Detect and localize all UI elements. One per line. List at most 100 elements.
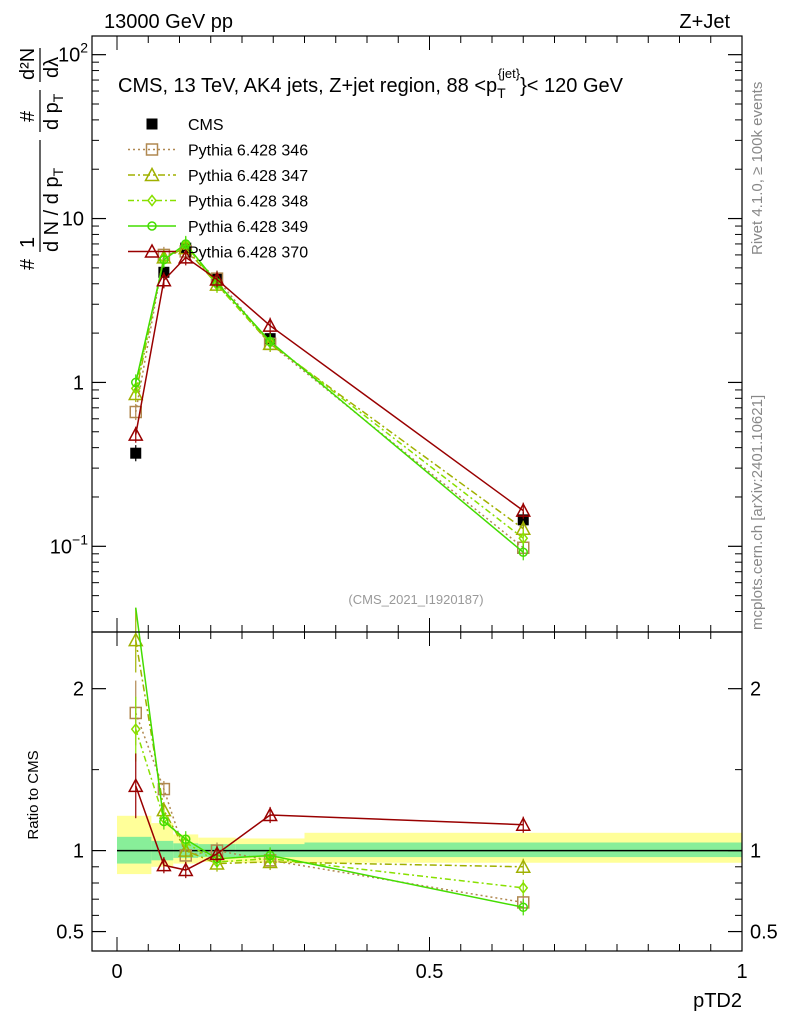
ratio-point [262,853,278,869]
x-axis-label: pTD2 [693,990,742,1012]
ratio-point [157,782,171,796]
ratio-point [515,816,532,831]
legend-label: Pythia 6.428 347 [188,168,308,185]
legend-item: Pythia 6.428 349 [128,219,308,236]
legend-item: Pythia 6.428 346 [128,143,308,160]
data-point [130,382,141,395]
y-tick-label: 10 [62,209,84,231]
x-tick-label: 0 [111,961,122,983]
y-axis-label-ratio: Ratio to CMS [25,750,42,839]
ratio-y-tick-label: 2 [73,679,84,701]
side-label-top: Rivet 4.1.0, ≥ 100k events [749,82,766,255]
ratio-y-tick-label-right: 2 [750,679,761,701]
data-point [129,405,142,419]
ratio-point [262,806,278,822]
ratio-point [181,834,191,845]
y-label-num2: 1 [17,237,39,248]
ratio-y-tick-label-right: 0.5 [750,922,778,944]
y-label-frac3-den: dλ [41,57,63,78]
y-label-frac2-num: # [17,110,39,122]
ratio-line [135,785,524,871]
ratio-series-pythia-6-428-370 [127,753,532,879]
data-point [209,271,225,286]
legend: CMS Pythia 6.428 346 Pythia 6.428 347 Pythi… [128,117,308,262]
ratio-plot-frame [91,631,743,952]
data-point [127,385,144,401]
data-point [159,255,169,265]
ratio-point [130,722,141,736]
data-point [177,249,194,264]
data-point [181,239,191,249]
data-point [515,502,532,517]
main-plot-panel: 10−1 1 10 102 [50,35,743,633]
header-left: 13000 GeV pp [104,11,233,33]
ratio-point [518,881,529,895]
data-point [518,532,529,545]
ratio-y-tick-label: 1 [73,841,84,863]
legend-item: Pythia 6.428 347 [128,166,308,185]
legend-marker [145,143,159,156]
plot-title: CMS, 13 TeV, AK4 jets, Z+jet region, 88 … [118,66,624,101]
series-pythia-6-428-347 [127,240,532,537]
series-pythia-6-428-346 [129,243,530,556]
ratio-plot-panel: 0.5 0.51 12 20 0.5 1 [56,607,778,983]
ratio-point [265,850,275,861]
ratio-point [159,816,169,827]
y-axis-label-main: # 1 d N / d pT # d pT d²N dλ [17,48,66,270]
data-point [127,426,144,441]
ratio-series-pythia-6-428-348 [130,696,529,896]
analysis-watermark: (CMS_2021_I1920187) [348,592,483,607]
legend-label: Pythia 6.428 348 [188,194,308,211]
uncertainty-band-inner [304,842,742,858]
data-point [518,547,528,557]
legend-label: CMS [188,117,224,134]
series-pythia-6-428-349 [131,235,528,561]
legend-item: Pythia 6.428 370 [128,243,308,262]
ratio-point [209,845,225,861]
header-right: Z+Jet [679,11,730,33]
data-point [265,336,275,347]
legend-marker [147,221,157,231]
series-line [135,256,524,512]
ratio-y-tick-label-right: 1 [750,841,761,863]
series-line [135,242,524,553]
y-label-frac2-den: d pT [41,93,66,130]
legend-label: Pythia 6.428 370 [188,245,308,262]
ratio-point [127,632,144,647]
ratio-line [135,607,524,909]
series-cms [130,240,529,528]
legend-item: CMS [146,117,224,134]
data-point [517,514,529,526]
ratio-point [177,842,194,857]
series-pythia-6-428-370 [127,249,532,519]
y-label-den: d N / d pT [41,167,66,252]
ratio-point [212,855,222,869]
ratio-series-pythia-6-428-349 [135,607,528,916]
x-tick-label: 1 [736,961,747,983]
ratio-line [135,728,524,889]
legend-label: Pythia 6.428 349 [188,219,308,236]
y-label-frac3-num: d²N [17,48,39,80]
y-tick-label: 1 [73,372,84,394]
legend-label: Pythia 6.428 346 [188,143,308,160]
legend-marker [146,118,158,130]
ratio-point [156,857,172,872]
ratio-point [127,777,144,793]
series-line [135,243,524,539]
y-tick-label: 10−1 [50,531,88,558]
data-point [130,447,142,459]
data-point [262,317,278,332]
side-label-bottom: mcplots.cern.ch [arXiv:2401.10621] [749,395,766,630]
series-line [135,247,524,530]
ratio-y-tick-label: 0.5 [56,922,84,944]
ratio-point [265,852,276,865]
ratio-line [135,712,524,904]
x-tick-label: 0.5 [416,961,444,983]
series-line [135,250,524,549]
ratio-point [177,861,194,877]
legend-item: Pythia 6.428 348 [128,194,308,211]
ratio-point [518,902,528,913]
legend-marker [144,166,160,182]
ratio-line [135,639,524,868]
